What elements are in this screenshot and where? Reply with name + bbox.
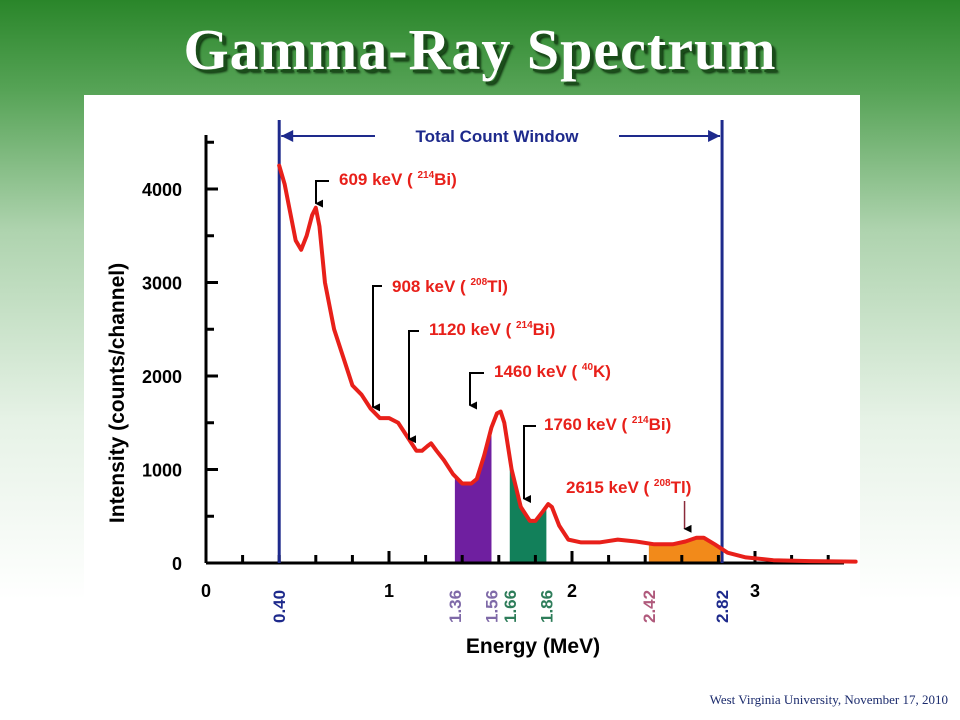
- peak-arrow: [523, 425, 536, 504]
- peak-annotation-5: 2615 keV ( 208Tl): [566, 478, 692, 533]
- peak-arrow: [372, 285, 382, 412]
- shaded-window-1: [509, 457, 547, 563]
- energy-marker-label: 2.42: [640, 590, 659, 623]
- energy-marker-label: 0.40: [270, 590, 289, 623]
- spectrum-line: [277, 163, 858, 564]
- x-tick-label: 0: [201, 581, 211, 601]
- x-tick-label: 2: [567, 581, 577, 601]
- energy-marker-label: 1.86: [537, 590, 556, 623]
- peak-label: 1460 keV ( 40K): [494, 362, 611, 381]
- energy-marker-label: 1.66: [501, 590, 520, 623]
- y-tick-label: 1000: [142, 461, 182, 481]
- shaded-window-2: [648, 537, 723, 563]
- x-axis-title: Energy (MeV): [466, 635, 600, 658]
- gamma-spectrum-chart: 0 1000 2000 3000 4000 0 1 2 3 Energy (MeV) Intensi…: [106, 120, 858, 658]
- peak-annotation-4: 1760 keV ( 214Bi): [523, 415, 671, 504]
- peak-annotation-0: 609 keV ( 214Bi): [315, 170, 457, 208]
- peak-label: 908 keV ( 208Tl): [392, 277, 508, 296]
- y-tick-label: 2000: [142, 367, 182, 387]
- peak-label: 2615 keV ( 208Tl): [566, 478, 691, 497]
- energy-marker-label: 1.56: [482, 590, 501, 623]
- peak-annotation-2: 1120 keV ( 214Bi): [408, 320, 555, 444]
- peak-label: 1760 keV ( 214Bi): [544, 415, 671, 434]
- energy-marker-label: 1.36: [446, 590, 465, 623]
- y-tick-label: 0: [172, 554, 182, 574]
- energy-marker-label: 2.82: [713, 590, 732, 623]
- window-label: Total Count Window: [416, 127, 580, 146]
- y-tick-label: 4000: [142, 180, 182, 200]
- footer-text: West Virginia University, November 17, 2…: [709, 692, 948, 707]
- peak-arrow: [315, 180, 329, 208]
- peak-annotation-3: 1460 keV ( 40K): [469, 362, 611, 410]
- peak-arrow: [469, 372, 484, 410]
- peak-label: 609 keV ( 214Bi): [339, 170, 457, 189]
- window-arrowhead-right: [708, 130, 721, 142]
- window-arrowhead-left: [281, 130, 294, 142]
- chart-panel: 0 1000 2000 3000 4000 0 1 2 3 Energy (MeV) Intensi…: [84, 95, 860, 677]
- peak-annotation-1: 908 keV ( 208Tl): [372, 277, 508, 412]
- y-tick-label: 3000: [142, 274, 182, 294]
- x-tick-label: 1: [384, 581, 394, 601]
- y-axis-title: Intensity (counts/channel): [106, 263, 129, 523]
- x-tick-label: 3: [750, 581, 760, 601]
- peak-label: 1120 keV ( 214Bi): [429, 320, 555, 339]
- peak-arrow: [408, 330, 419, 444]
- slide-title: Gamma-Ray Spectrum: [183, 17, 777, 82]
